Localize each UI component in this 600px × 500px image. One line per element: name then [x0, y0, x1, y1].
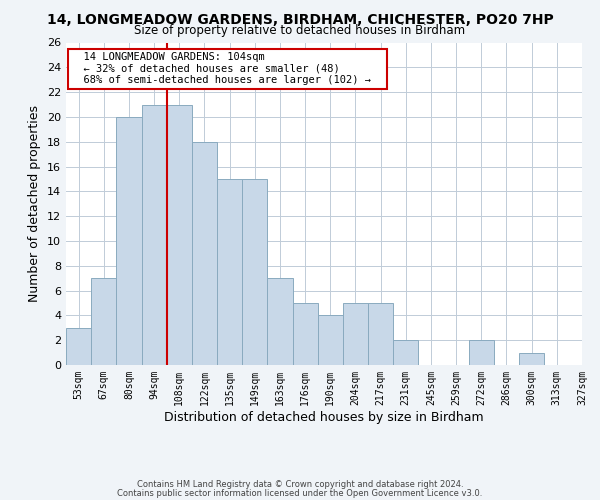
Bar	[293, 303, 318, 365]
Bar	[368, 303, 393, 365]
Bar	[242, 179, 268, 365]
Bar	[393, 340, 418, 365]
Bar	[469, 340, 494, 365]
Text: 14 LONGMEADOW GARDENS: 104sqm  
  ← 32% of detached houses are smaller (48)  
  : 14 LONGMEADOW GARDENS: 104sqm ← 32% of d…	[71, 52, 383, 86]
Bar	[167, 104, 192, 365]
Bar	[91, 278, 116, 365]
Bar	[519, 352, 544, 365]
Text: Size of property relative to detached houses in Birdham: Size of property relative to detached ho…	[134, 24, 466, 37]
Bar	[116, 117, 142, 365]
Bar	[66, 328, 91, 365]
Bar	[268, 278, 293, 365]
Bar	[217, 179, 242, 365]
Bar	[142, 104, 167, 365]
X-axis label: Distribution of detached houses by size in Birdham: Distribution of detached houses by size …	[164, 410, 484, 424]
Bar	[343, 303, 368, 365]
Text: Contains public sector information licensed under the Open Government Licence v3: Contains public sector information licen…	[118, 488, 482, 498]
Bar	[192, 142, 217, 365]
Bar	[318, 316, 343, 365]
Text: 14, LONGMEADOW GARDENS, BIRDHAM, CHICHESTER, PO20 7HP: 14, LONGMEADOW GARDENS, BIRDHAM, CHICHES…	[47, 12, 553, 26]
Y-axis label: Number of detached properties: Number of detached properties	[28, 106, 41, 302]
Text: Contains HM Land Registry data © Crown copyright and database right 2024.: Contains HM Land Registry data © Crown c…	[137, 480, 463, 489]
